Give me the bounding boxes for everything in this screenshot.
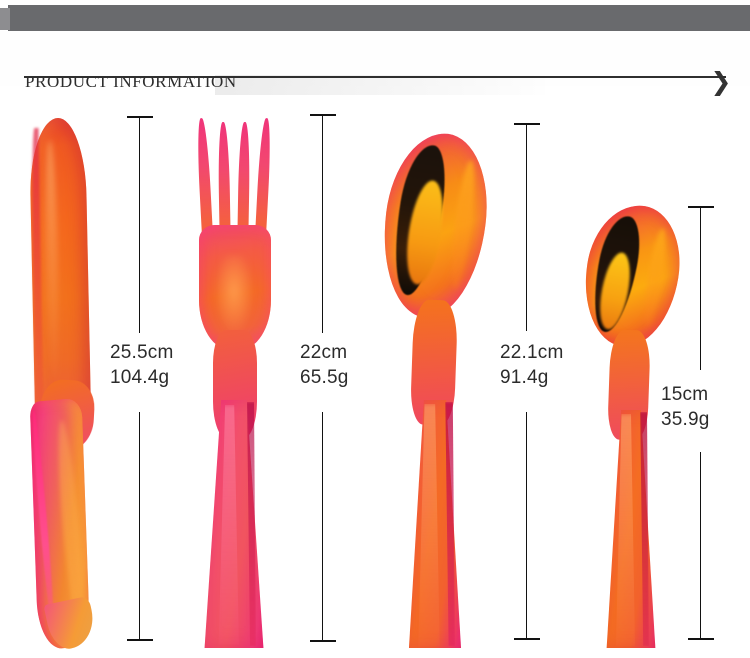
tea-spoon-dimension-cap-bottom <box>688 638 714 640</box>
table-spoon-dimension-label: 22.1cm 91.4g <box>500 340 564 390</box>
tea-spoon-dimension-label: 15cm 35.9g <box>661 382 710 432</box>
table-spoon-dimension-line-lower <box>526 412 527 639</box>
table-spoon-dimension-line-upper <box>526 124 527 331</box>
table-spoon-handle-highlight <box>418 404 440 646</box>
header-divider <box>24 76 726 78</box>
tea-spoon-handle-edge <box>640 412 649 646</box>
fork-dimension-cap-top <box>310 114 336 116</box>
fork-handle-edge <box>247 402 256 646</box>
tea-spoon-dimension-cap-top <box>688 206 714 208</box>
table-spoon-length: 22.1cm <box>500 342 564 363</box>
header-watermark <box>215 75 545 95</box>
knife-dimension-line-upper <box>139 117 140 333</box>
fork-dimension-line-upper <box>322 115 323 333</box>
tea-spoon-weight: 35.9g <box>661 409 710 430</box>
top-gray-bar <box>8 5 750 31</box>
fork-dimension-cap-bottom <box>310 640 336 642</box>
page-title: PRODUCT INFORMATION <box>25 72 237 91</box>
tea-spoon-dimension-line-upper <box>700 207 701 370</box>
tea-spoon-length: 15cm <box>661 384 709 405</box>
table-spoon-dimension-cap-bottom <box>514 638 540 640</box>
knife-dimension-cap-bottom <box>127 639 153 641</box>
fork-handle-highlight <box>218 405 239 645</box>
knife-length: 25.5cm <box>110 342 174 363</box>
knife-dimension-label: 25.5cm 104.4g <box>110 340 174 390</box>
knife-dimension-line-lower <box>139 412 140 640</box>
fork-weight: 65.5g <box>300 367 349 388</box>
tea-spoon-handle-highlight <box>616 414 635 646</box>
knife-weight: 104.4g <box>110 367 170 388</box>
table-spoon-weight: 91.4g <box>500 367 549 388</box>
tea-spoon-dimension-line-lower <box>700 452 701 639</box>
knife-dimension-cap-top <box>127 116 153 118</box>
fork-dimension-line-lower <box>322 412 323 641</box>
fork-dimension-label: 22cm 65.5g <box>300 340 349 390</box>
table-spoon-dimension-cap-top <box>514 123 540 125</box>
chevron-right-icon[interactable]: ❯ <box>710 67 732 96</box>
top-bar-edge-accent <box>0 8 10 30</box>
fork-length: 22cm <box>300 342 348 363</box>
fork-head-highlight <box>214 255 254 335</box>
table-spoon-handle-edge <box>445 402 455 646</box>
